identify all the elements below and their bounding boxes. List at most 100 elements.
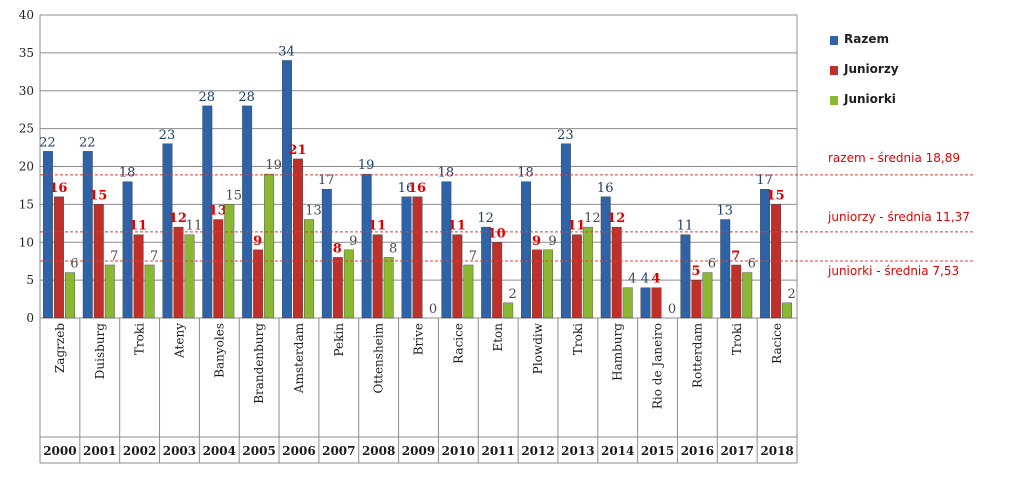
data-label-juniorki: 11 [186, 219, 203, 234]
x-tick-label-year: 2013 [561, 444, 594, 458]
bar-juniorzy [731, 264, 742, 319]
bar-juniorzy [372, 234, 383, 319]
data-label-juniorki: 2 [787, 287, 795, 302]
x-tick-label-place: Brandenburg [252, 323, 266, 404]
data-label-razem: 17 [756, 173, 773, 188]
data-label-razem: 28 [199, 90, 216, 105]
x-tick-label-year: 2004 [203, 444, 236, 458]
y-tick-label: 5 [26, 273, 34, 287]
x-tick-label-year: 2010 [442, 444, 475, 458]
bar-juniorzy [213, 219, 224, 319]
data-label-juniorki: 8 [389, 241, 397, 256]
bar-razem [162, 143, 173, 319]
bar-razem [82, 151, 93, 319]
bar-razem [680, 234, 691, 319]
y-tick-label: 25 [19, 122, 34, 136]
data-label-juniorki: 7 [469, 249, 477, 264]
bar-juniorzy [571, 234, 582, 319]
x-tick-label-year: 2015 [641, 444, 674, 458]
x-tick-label-place: Rio de Janeiro [651, 323, 665, 409]
bar-juniorki [582, 226, 593, 319]
x-tick-label-year: 2005 [242, 444, 275, 458]
bar-razem [441, 181, 452, 319]
bar-razem [560, 143, 571, 319]
bar-juniorzy [412, 196, 423, 319]
legend-label-juniorki: Juniorki [844, 92, 896, 106]
bar-razem [242, 105, 253, 319]
x-tick-label-year: 2011 [481, 444, 514, 458]
bar-juniorzy [611, 226, 622, 319]
y-tick-label: 20 [19, 160, 34, 174]
data-label-razem: 34 [278, 44, 295, 59]
y-tick-label: 10 [19, 235, 34, 249]
x-tick-label-place: Banyoles [212, 323, 226, 378]
data-label-razem: 18 [119, 166, 136, 181]
x-tick-label-place: Racice [451, 323, 465, 364]
legend-label-razem: Razem [844, 32, 889, 46]
data-label-juniorzy: 13 [209, 204, 227, 219]
bar-juniorki [503, 302, 514, 319]
y-tick-label: 40 [19, 8, 34, 22]
bar-juniorzy [93, 204, 104, 319]
data-label-juniorki: 9 [548, 234, 556, 249]
x-tick-label-year: 2007 [322, 444, 355, 458]
data-label-juniorzy: 16 [408, 181, 426, 196]
bar-razem [481, 226, 492, 319]
bar-juniorzy [332, 257, 343, 319]
bar-juniorki [463, 264, 474, 319]
data-label-juniorzy: 12 [607, 211, 625, 226]
bar-juniorki [782, 302, 793, 319]
x-tick-label-place: Duisburg [93, 323, 107, 379]
legend-swatch-juniorzy [830, 66, 838, 75]
x-tick-label-year: 2000 [43, 444, 76, 458]
x-tick-label-year: 2014 [601, 444, 634, 458]
bar-juniorki [742, 272, 753, 319]
x-tick-label-place: Eton [491, 323, 505, 352]
x-tick-label-place: Troki [730, 323, 744, 355]
data-label-juniorki: 19 [265, 158, 282, 173]
x-tick-label-place: Ateny [172, 323, 186, 359]
data-label-juniorzy: 4 [652, 272, 661, 287]
bar-razem [720, 219, 731, 319]
data-label-juniorki: 0 [429, 302, 437, 317]
y-tick-label: 15 [19, 197, 34, 211]
bar-juniorzy [253, 249, 264, 319]
data-label-juniorzy: 9 [532, 234, 541, 249]
bar-juniorki [144, 264, 155, 319]
bar-juniorzy [53, 196, 64, 319]
data-label-juniorki: 7 [110, 249, 118, 264]
data-label-juniorzy: 16 [49, 181, 67, 196]
x-tick-label-place: Amsterdam [292, 322, 306, 394]
average-label-razem: razem - średnia 18,89 [828, 151, 960, 165]
data-label-razem: 17 [318, 173, 335, 188]
data-label-razem: 23 [557, 128, 574, 143]
data-label-razem: 12 [477, 211, 494, 226]
x-tick-label-place: Plowdiw [531, 322, 545, 374]
bar-razem [282, 60, 292, 319]
x-tick-label-place: Brive [412, 323, 426, 355]
data-label-juniorki: 2 [509, 287, 517, 302]
bar-juniorzy [651, 287, 662, 319]
bar-juniorzy [173, 226, 184, 319]
bar-juniorki [184, 234, 195, 319]
bar-razem [321, 189, 332, 319]
data-label-juniorzy: 11 [448, 219, 466, 234]
bar-razem [401, 196, 412, 319]
y-tick-label: 30 [19, 84, 34, 98]
bar-juniorzy [691, 279, 702, 319]
bar-razem [600, 196, 611, 319]
data-label-juniorzy: 9 [253, 234, 262, 249]
data-label-razem: 28 [238, 90, 255, 105]
bar-juniorki [343, 249, 354, 319]
data-label-juniorki: 6 [708, 257, 716, 272]
x-tick-label-year: 2002 [123, 444, 156, 458]
x-tick-label-place: Ottensheim [372, 322, 386, 393]
data-label-razem: 19 [358, 158, 375, 173]
bar-razem [640, 287, 651, 319]
data-label-razem: 23 [159, 128, 176, 143]
data-label-juniorzy: 21 [288, 143, 306, 158]
bar-razem [202, 105, 213, 319]
average-label-juniorki: juniorki - średnia 7,53 [828, 264, 960, 278]
x-tick-label-year: 2017 [721, 444, 754, 458]
